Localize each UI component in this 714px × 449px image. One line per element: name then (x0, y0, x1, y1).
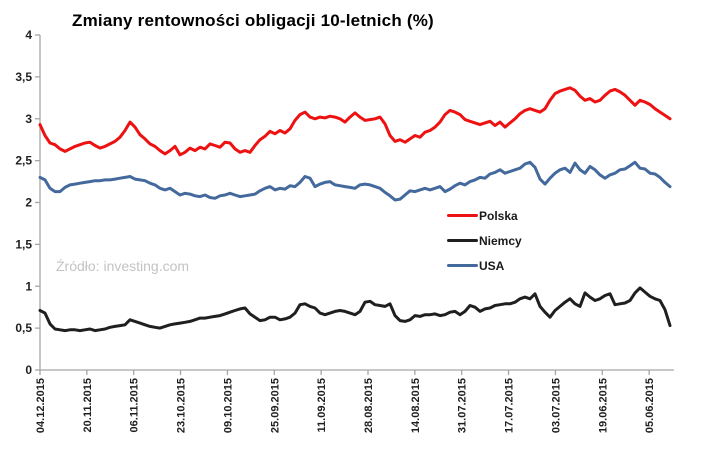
x-tick-label: 20.11.2015 (82, 378, 94, 432)
source-note: Źródło: investing.com (56, 258, 190, 274)
y-tick-label: 3,5 (15, 70, 32, 84)
x-tick-label: 09.10.2015 (222, 378, 234, 433)
chart-title: Zmiany rentowności obligacji 10-letnich … (72, 11, 434, 30)
legend-label-niemcy: Niemcy (479, 233, 522, 248)
series-line-niemcy (38, 286, 672, 333)
y-tick-label: 2 (25, 196, 32, 210)
y-tick-label: 1 (25, 279, 32, 293)
x-tick-label: 23.10.2015 (176, 378, 188, 433)
legend-label-polska: Polska (479, 208, 518, 223)
x-tick-label: 14.08.2015 (410, 378, 422, 433)
legend-item-usa: USA (447, 253, 522, 278)
legend-swatch-usa (447, 264, 478, 267)
x-tick-label: 04.12.2015 (35, 378, 47, 433)
series-line-usa (38, 160, 672, 202)
y-tick-label: 3 (25, 112, 32, 126)
legend: Polska Niemcy USA (447, 203, 522, 278)
legend-label-usa: USA (479, 258, 505, 273)
x-tick-label: 17.07.2015 (504, 378, 516, 433)
legend-item-niemcy: Niemcy (447, 228, 522, 253)
x-tick-label: 06.11.2015 (129, 378, 141, 432)
legend-item-polska: Polska (447, 203, 522, 228)
x-tick-label: 28.08.2015 (363, 378, 375, 433)
y-tick-label: 2,5 (15, 154, 32, 168)
legend-swatch-niemcy (447, 239, 478, 242)
x-tick-label: 05.06.2015 (644, 378, 656, 433)
y-tick-label: 0 (25, 363, 32, 377)
y-tick-label: 4 (25, 28, 32, 42)
legend-swatch-polska (447, 214, 478, 217)
x-tick-label: 03.07.2015 (550, 378, 562, 433)
series-line-polska (38, 86, 672, 157)
x-tick-label: 11.09.2015 (316, 378, 328, 432)
x-tick-label: 25.09.2015 (269, 378, 281, 433)
x-tick-label: 31.07.2015 (457, 378, 469, 433)
y-tick-label: 1,5 (15, 237, 32, 251)
x-tick-label: 19.06.2015 (597, 378, 609, 433)
y-tick-label: 0,5 (15, 321, 32, 335)
